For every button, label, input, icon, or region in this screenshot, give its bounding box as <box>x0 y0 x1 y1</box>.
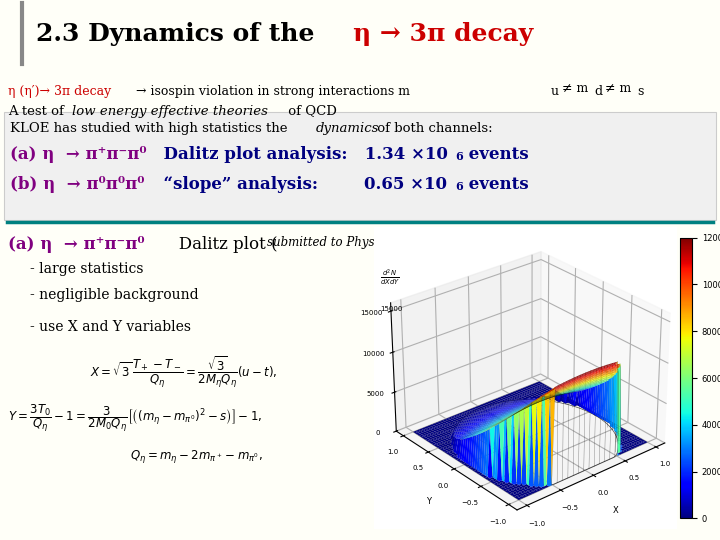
Text: d: d <box>594 85 602 98</box>
Text: $Q_\eta = m_\eta - 2m_{\pi^+} - m_{\pi^0},$: $Q_\eta = m_\eta - 2m_{\pi^+} - m_{\pi^0… <box>130 448 263 465</box>
Text: $X = \sqrt{3}\,\dfrac{T_+ - T_-}{Q_\eta} = \dfrac{\sqrt{3}}{2M_\eta Q_\eta}(u - : $X = \sqrt{3}\,\dfrac{T_+ - T_-}{Q_\eta}… <box>90 355 277 390</box>
Text: dynamics: dynamics <box>316 122 379 134</box>
Text: - large statistics: - large statistics <box>30 262 143 276</box>
Text: s: s <box>637 85 644 98</box>
Text: u: u <box>551 85 559 98</box>
Text: of both channels:: of both channels: <box>373 122 492 134</box>
Y-axis label: Y: Y <box>426 497 431 506</box>
Text: $\frac{d^2N}{dXdY}$: $\frac{d^2N}{dXdY}$ <box>380 268 400 287</box>
Text: - use X and Y variables: - use X and Y variables <box>30 320 191 334</box>
Text: A test of: A test of <box>8 105 68 118</box>
Text: (b) η  → π⁰π⁰π⁰: (b) η → π⁰π⁰π⁰ <box>10 176 145 193</box>
Text: low energy effective theories: low energy effective theories <box>72 105 268 118</box>
Text: 6: 6 <box>455 180 463 192</box>
Bar <box>4 112 716 220</box>
Text: KLOE has studied with high statistics the: KLOE has studied with high statistics th… <box>10 122 292 134</box>
Text: Dalitz plot analysis:   1.34 ×10: Dalitz plot analysis: 1.34 ×10 <box>152 146 448 163</box>
Text: ):: ): <box>427 235 439 253</box>
Text: “slope” analysis:        0.65 ×10: “slope” analysis: 0.65 ×10 <box>152 176 447 193</box>
Text: ≠ m: ≠ m <box>558 82 588 94</box>
Text: 6: 6 <box>455 151 463 161</box>
Text: (a) η  → π⁺π⁻π⁰: (a) η → π⁺π⁻π⁰ <box>10 146 147 163</box>
Text: η → 3π decay: η → 3π decay <box>353 22 533 46</box>
Text: - negligible background: - negligible background <box>30 288 199 302</box>
X-axis label: X: X <box>613 505 618 515</box>
Text: 15000: 15000 <box>380 307 402 313</box>
Text: (a) η  → π⁺π⁻π⁰: (a) η → π⁺π⁻π⁰ <box>8 235 145 253</box>
Text: ≠ m: ≠ m <box>601 82 631 94</box>
Text: events: events <box>463 146 528 163</box>
Text: Dalitz plot (: Dalitz plot ( <box>163 235 277 253</box>
Text: submitted to Phys.Lett.B: submitted to Phys.Lett.B <box>267 235 415 249</box>
Text: $Y = \dfrac{3T_0}{Q_\eta} - 1 = \dfrac{3}{2M_0 Q_\eta}\left[\left((m_\eta - m_{\: $Y = \dfrac{3T_0}{Q_\eta} - 1 = \dfrac{3… <box>8 402 262 434</box>
Text: of QCD: of QCD <box>284 105 337 118</box>
Text: → isospin violation in strong interactions m: → isospin violation in strong interactio… <box>132 85 410 98</box>
Text: 2.3 Dynamics of the: 2.3 Dynamics of the <box>36 22 332 46</box>
Text: η (η′)→ 3π decay: η (η′)→ 3π decay <box>8 85 112 98</box>
Text: events: events <box>463 176 528 193</box>
